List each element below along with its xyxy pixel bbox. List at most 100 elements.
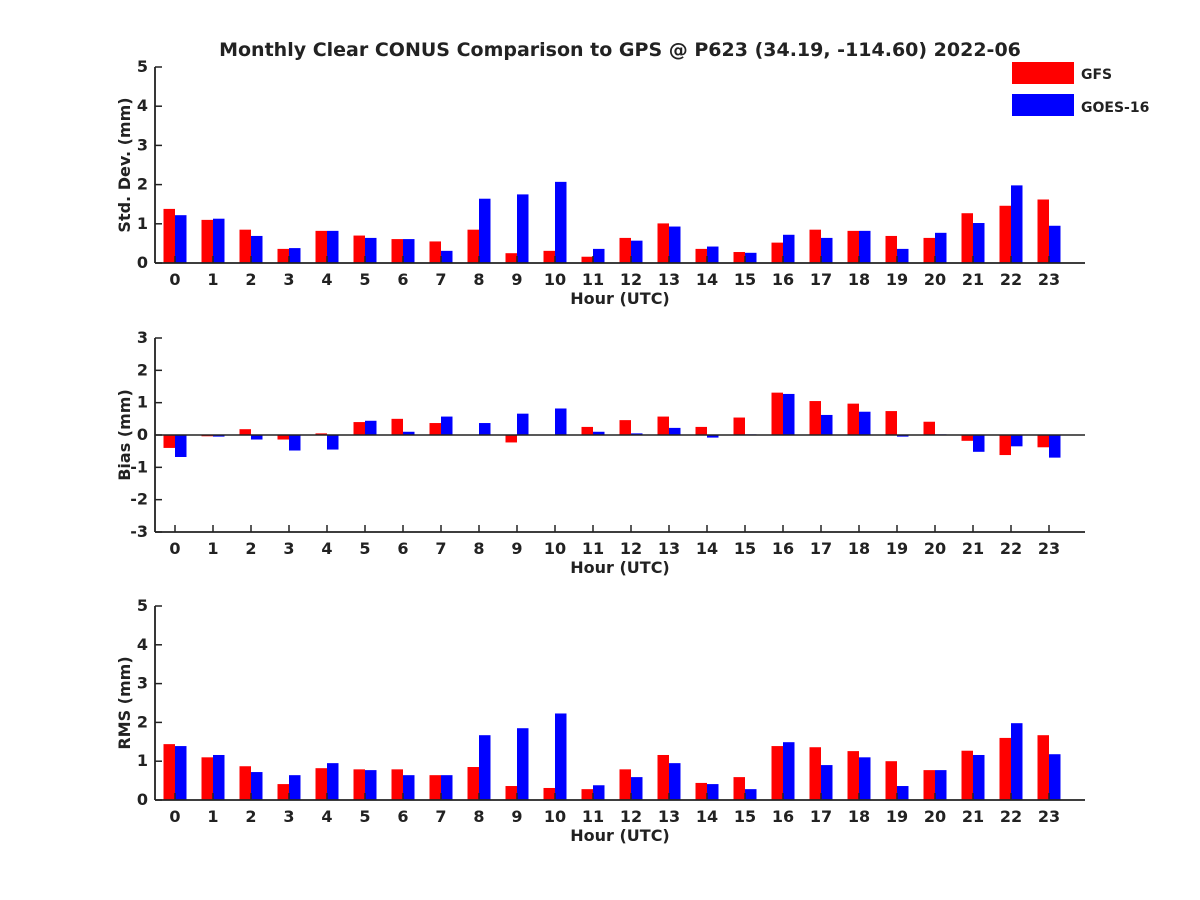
bar-goes16-hour-11 xyxy=(593,785,605,800)
bar-goes16-hour-6 xyxy=(403,431,415,435)
bar-goes16-hour-20 xyxy=(935,232,947,263)
x-tick-label: 10 xyxy=(544,539,566,558)
bar-gfs-hour-0 xyxy=(163,744,175,800)
bar-goes16-hour-2 xyxy=(251,772,263,800)
bar-goes16-hour-23 xyxy=(1049,225,1061,263)
y-tick-label: -3 xyxy=(130,522,148,541)
x-tick-label: 0 xyxy=(169,270,180,289)
bar-gfs-hour-6 xyxy=(391,239,403,263)
bar-goes16-hour-4 xyxy=(327,230,339,263)
bar-gfs-hour-9 xyxy=(505,786,517,800)
bar-gfs-hour-12 xyxy=(619,237,631,263)
bar-goes16-hour-7 xyxy=(441,250,453,263)
bar-gfs-hour-3 xyxy=(277,435,289,440)
x-tick-label: 11 xyxy=(582,539,604,558)
bar-gfs-hour-14 xyxy=(695,248,707,263)
bar-goes16-hour-17 xyxy=(821,414,833,435)
bar-goes16-hour-12 xyxy=(631,777,643,800)
bar-gfs-hour-22 xyxy=(999,737,1011,800)
x-tick-label: 19 xyxy=(886,539,908,558)
bar-goes16-hour-17 xyxy=(821,237,833,263)
bar-gfs-hour-21 xyxy=(961,750,973,800)
legend-label-gfs: GFS xyxy=(1081,67,1112,83)
bar-gfs-hour-6 xyxy=(391,769,403,800)
bar-gfs-hour-1 xyxy=(201,757,213,800)
bar-goes16-hour-14 xyxy=(707,784,719,800)
bar-gfs-hour-8 xyxy=(467,767,479,800)
legend: GFS GOES-16 xyxy=(1012,62,1149,116)
bar-gfs-hour-13 xyxy=(657,416,669,435)
bar-gfs-hour-0 xyxy=(163,435,175,448)
x-tick-label: 21 xyxy=(962,270,984,289)
x-tick-label: 11 xyxy=(582,270,604,289)
bar-goes16-hour-13 xyxy=(669,427,681,435)
x-tick-label: 8 xyxy=(473,807,484,826)
bar-goes16-hour-8 xyxy=(479,735,491,800)
x-tick-label: 16 xyxy=(772,807,794,826)
y-tick-label: -2 xyxy=(130,490,148,509)
x-tick-label: 4 xyxy=(321,270,332,289)
x-tick-label: 2 xyxy=(245,539,256,558)
x-tick-label: 8 xyxy=(473,539,484,558)
bar-goes16-hour-1 xyxy=(213,218,225,263)
x-tick-label: 15 xyxy=(734,539,756,558)
bar-goes16-hour-16 xyxy=(783,234,795,263)
bar-goes16-hour-21 xyxy=(973,435,985,452)
bar-gfs-hour-21 xyxy=(961,213,973,263)
bar-gfs-hour-2 xyxy=(239,229,251,263)
bar-gfs-hour-6 xyxy=(391,418,403,435)
y-tick-label: 4 xyxy=(137,96,148,115)
bar-goes16-hour-15 xyxy=(745,252,757,263)
x-tick-label: 13 xyxy=(658,270,680,289)
bar-gfs-hour-21 xyxy=(961,435,973,441)
bar-goes16-hour-19 xyxy=(897,786,909,800)
x-tick-label: 23 xyxy=(1038,539,1060,558)
bar-goes16-hour-15 xyxy=(745,789,757,800)
x-tick-label: 11 xyxy=(582,807,604,826)
y-tick-label: 4 xyxy=(137,635,148,654)
bar-gfs-hour-18 xyxy=(847,403,859,435)
bar-goes16-hour-10 xyxy=(555,181,567,263)
bar-gfs-hour-10 xyxy=(543,787,555,800)
x-tick-label: 4 xyxy=(321,807,332,826)
x-tick-label: 10 xyxy=(544,270,566,289)
y-axis-label: Std. Dev. (mm) xyxy=(115,97,134,232)
bar-gfs-hour-4 xyxy=(315,768,327,800)
x-tick-label: 14 xyxy=(696,807,718,826)
bar-goes16-hour-10 xyxy=(555,713,567,800)
bar-goes16-hour-0 xyxy=(175,435,187,457)
x-tick-label: 9 xyxy=(511,539,522,558)
bar-gfs-hour-19 xyxy=(885,411,897,435)
legend-label-goes16: GOES-16 xyxy=(1081,100,1149,116)
y-axis-label: Bias (mm) xyxy=(115,389,134,481)
x-tick-label: 15 xyxy=(734,807,756,826)
x-tick-label: 6 xyxy=(397,807,408,826)
x-tick-label: 1 xyxy=(207,807,218,826)
bar-gfs-hour-13 xyxy=(657,223,669,263)
x-tick-label: 8 xyxy=(473,270,484,289)
bar-goes16-hour-3 xyxy=(289,435,301,451)
x-tick-label: 0 xyxy=(169,807,180,826)
bar-gfs-hour-22 xyxy=(999,435,1011,456)
x-tick-label: 10 xyxy=(544,807,566,826)
bar-goes16-hour-12 xyxy=(631,433,643,435)
x-tick-label: 5 xyxy=(359,539,370,558)
x-tick-label: 9 xyxy=(511,270,522,289)
y-axis-label: RMS (mm) xyxy=(115,656,134,749)
x-tick-label: 21 xyxy=(962,807,984,826)
y-tick-label: 1 xyxy=(137,751,148,770)
x-tick-label: 13 xyxy=(658,807,680,826)
x-tick-label: 17 xyxy=(810,270,832,289)
bar-goes16-hour-21 xyxy=(973,754,985,800)
bar-gfs-hour-19 xyxy=(885,761,897,800)
x-tick-label: 9 xyxy=(511,807,522,826)
x-axis-label: Hour (UTC) xyxy=(570,289,670,308)
x-tick-label: 6 xyxy=(397,539,408,558)
bar-goes16-hour-5 xyxy=(365,420,377,435)
bar-gfs-hour-14 xyxy=(695,426,707,435)
bar-goes16-hour-22 xyxy=(1011,435,1023,447)
x-tick-label: 20 xyxy=(924,539,946,558)
bar-gfs-hour-17 xyxy=(809,747,821,800)
bar-goes16-hour-6 xyxy=(403,239,415,263)
bar-goes16-hour-13 xyxy=(669,763,681,800)
